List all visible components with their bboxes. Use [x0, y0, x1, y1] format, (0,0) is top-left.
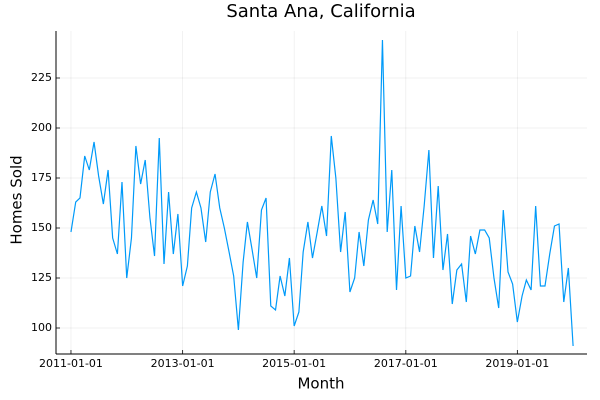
x-tick-label: 2013-01-01 — [151, 357, 215, 370]
chart-title: Santa Ana, California — [226, 1, 415, 22]
x-tick-label: 2015-01-01 — [262, 357, 326, 370]
y-axis-label: Homes Sold — [8, 155, 26, 244]
line — [70, 39, 574, 347]
y-tick-label: 200 — [31, 121, 52, 134]
y-tick-label: 225 — [31, 71, 52, 84]
x-tick-label: 2017-01-01 — [374, 357, 438, 370]
y-tick-label: 100 — [31, 321, 52, 334]
y-tick-label: 125 — [31, 271, 52, 284]
x-tick-label: 2011-01-01 — [39, 357, 103, 370]
x-axis-label: Month — [297, 375, 344, 393]
y-tick-label: 150 — [31, 221, 52, 234]
x-tick-label: 2019-01-01 — [485, 357, 549, 370]
y-tick-label: 175 — [31, 171, 52, 184]
